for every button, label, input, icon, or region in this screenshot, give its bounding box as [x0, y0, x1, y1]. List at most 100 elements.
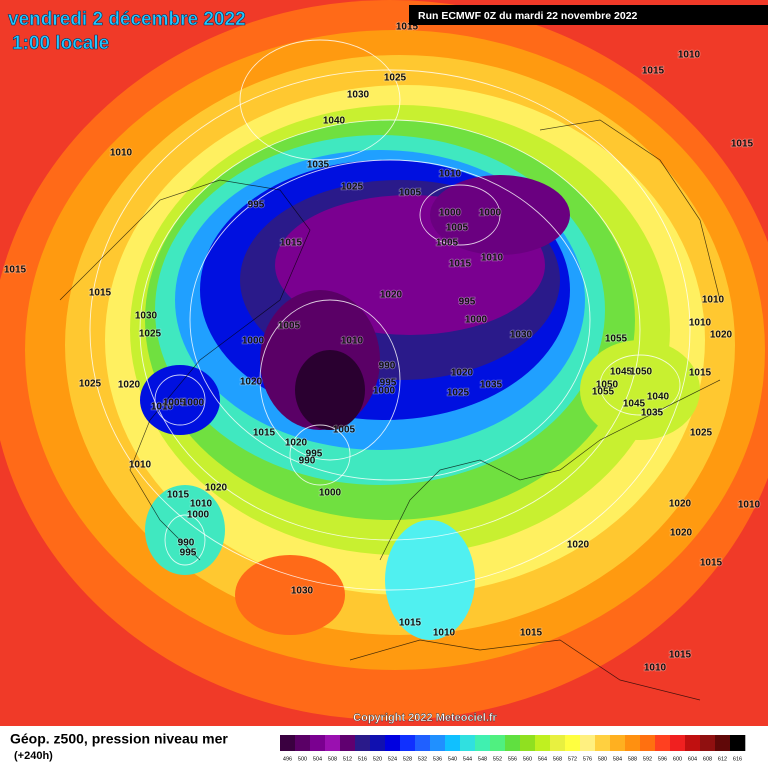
colorbar-swatch [535, 735, 551, 751]
colorbar-tick-label: 604 [688, 756, 697, 762]
run-banner [409, 5, 768, 25]
isobar-label: 995 [306, 449, 323, 460]
colorbar-tick-label: 520 [373, 756, 382, 762]
colorbar-tick-label: 580 [598, 756, 607, 762]
isobar-label: 1015 [520, 628, 543, 639]
isobar-label: 1010 [644, 663, 667, 674]
colorbar-swatch [610, 735, 626, 751]
colorbar-tick-label: 608 [703, 756, 712, 762]
isobar-label: 1015 [642, 66, 665, 77]
isobar-label: 1000 [479, 208, 502, 219]
colorbar-tick-label: 596 [658, 756, 667, 762]
isobar-label: 1005 [436, 238, 459, 249]
isobar-label: 995 [180, 548, 197, 559]
coastlines [59, 119, 721, 701]
isobar-label: 1025 [690, 428, 713, 439]
map-title: vendredi 2 décembre 2022 [8, 9, 246, 30]
colorbar-tick-label: 516 [358, 756, 367, 762]
isobar-labels: 1015 1025 1030 1040 1015 1010 1010 1035 1025 1005… [3, 21, 761, 675]
isobar-label: 1015 [4, 265, 27, 276]
isobar-label: 1050 [630, 367, 653, 378]
isobar-label: 1020 [380, 290, 403, 301]
colorbar-tick-label: 544 [463, 756, 472, 762]
colorbar: 496 500 504 508 512 516 520 524 528 532 536 540 544 5… [280, 735, 746, 762]
isobar-label: 1020 [670, 528, 693, 539]
copyright: Copyright 2022 Meteociel.fr [353, 712, 497, 724]
isobar-label: 1025 [447, 388, 470, 399]
isobar-label: 1015 [280, 238, 303, 249]
colorbar-tick-label: 548 [478, 756, 487, 762]
colorbar-swatch [430, 735, 446, 751]
isobar-label: 1010 [433, 628, 456, 639]
colorbar-tick-label: 616 [733, 756, 742, 762]
colorbar-swatch [505, 735, 521, 751]
field-shading [0, 0, 768, 726]
isobar-label: 1005 [333, 425, 356, 436]
colorbar-tick-label: 572 [568, 756, 577, 762]
isobar-label: 1005 [163, 398, 186, 409]
isobar-label: 990 [178, 538, 195, 549]
colorbar-tick-label: 556 [508, 756, 517, 762]
colorbar-tick-label: 496 [283, 756, 292, 762]
isobar-label: 1035 [307, 160, 330, 171]
isobar-label: 1025 [341, 182, 364, 193]
colorbar-tick-label: 592 [643, 756, 652, 762]
isobar-label: 1015 [689, 368, 712, 379]
colorbar-swatch [685, 735, 701, 751]
isobar-label: 1020 [567, 540, 590, 551]
colorbar-swatch [550, 735, 566, 751]
colorbar-swatch [340, 735, 356, 751]
colorbar-tick-label: 552 [493, 756, 502, 762]
colorbar-tick-label: 512 [343, 756, 352, 762]
isobar-label: 1030 [291, 586, 314, 597]
isobar-label: 1000 [465, 315, 488, 326]
colorbar-swatch [490, 735, 506, 751]
colorbar-swatch [655, 735, 671, 751]
isobar-label: 1055 [605, 334, 628, 345]
colorbar-swatch [385, 735, 401, 751]
colorbar-swatch [310, 735, 326, 751]
isobar-label: 1015 [731, 139, 754, 150]
isobar-label: 1015 [253, 428, 276, 439]
colorbar-swatch [595, 735, 611, 751]
colorbar-tick-label: 532 [418, 756, 427, 762]
colorbar-swatch [355, 735, 371, 751]
isobar-label: 995 [380, 378, 397, 389]
isobar-label: 1010 [129, 460, 152, 471]
colorbar-swatch [400, 735, 416, 751]
isobar-label: 1020 [205, 483, 228, 494]
isobar-label: 1025 [79, 379, 102, 390]
isobar-label: 1015 [89, 288, 112, 299]
isobar-label: 1020 [451, 368, 474, 379]
isobar-label: 990 [299, 456, 316, 467]
isobar-label: 1010 [110, 148, 133, 159]
isobar-label: 1015 [167, 490, 190, 501]
colorbar-tick-label: 504 [313, 756, 322, 762]
isobar-label: 1020 [285, 438, 308, 449]
isobar-label: 995 [459, 297, 476, 308]
colorbar-swatch [715, 735, 731, 751]
isobar-label: 1015 [449, 259, 472, 270]
colorbar-swatch [370, 735, 386, 751]
isobar-label: 1020 [240, 377, 263, 388]
colorbar-tick-label: 600 [673, 756, 682, 762]
isobar-label: 1015 [700, 558, 723, 569]
isobar-label: 1005 [278, 321, 301, 332]
isobar-label: 1040 [647, 392, 670, 403]
isobar-label: 1000 [187, 510, 210, 521]
colorbar-swatch [295, 735, 311, 751]
colorbar-tick-label: 540 [448, 756, 457, 762]
isobar-label: 1010 [702, 295, 725, 306]
colorbar-swatch [670, 735, 686, 751]
colorbar-tick-label: 528 [403, 756, 412, 762]
colorbar-tick-label: 508 [328, 756, 337, 762]
isobar-label: 1030 [135, 311, 158, 322]
isobar-label: 1005 [446, 223, 469, 234]
isobar-label: 1000 [319, 488, 342, 499]
isobar-label: 1000 [182, 398, 205, 409]
colorbar-swatch [625, 735, 641, 751]
colorbar-swatch [520, 735, 536, 751]
isobar-label: 1010 [151, 402, 174, 413]
isobar-label: 1010 [341, 336, 364, 347]
